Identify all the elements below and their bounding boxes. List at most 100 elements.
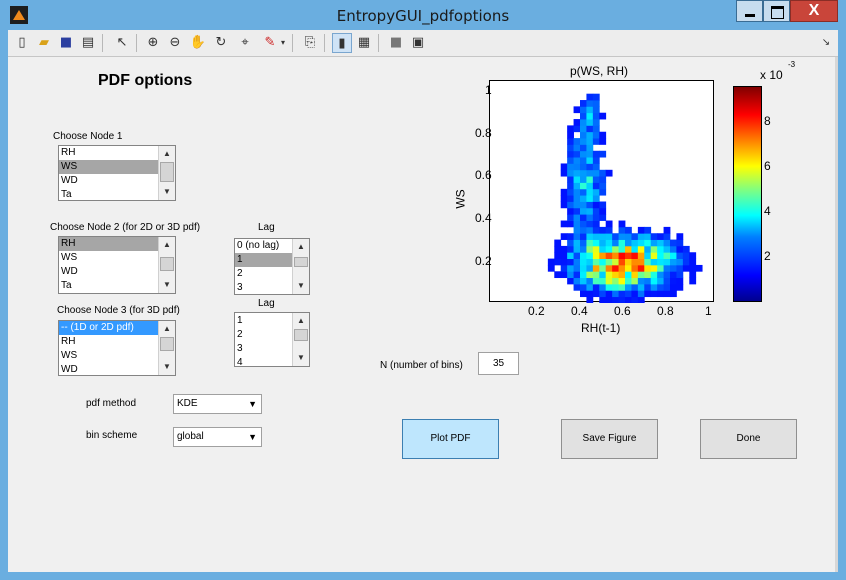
list-item[interactable]: RH: [61, 147, 76, 158]
list-item[interactable]: WD: [61, 266, 78, 277]
pan-icon[interactable]: ✋: [189, 35, 207, 50]
list-item[interactable]: WD: [61, 364, 78, 375]
brush-icon[interactable]: ✎: [264, 35, 276, 50]
scroll-up-icon[interactable]: ▲: [163, 149, 171, 158]
list-item[interactable]: WS: [61, 252, 78, 263]
scrollbar[interactable]: ▲ ▼: [158, 321, 175, 375]
heatmap-cell: [663, 290, 671, 298]
list-item[interactable]: 2: [237, 268, 243, 279]
maximize-button[interactable]: [763, 0, 790, 22]
hide-plot-tools-icon[interactable]: ■: [389, 35, 403, 50]
heatmap-cell: [631, 277, 639, 285]
zoom-out-icon[interactable]: ⊖: [169, 35, 181, 50]
rotate-3d-icon[interactable]: ↻: [215, 35, 227, 50]
list-item[interactable]: WD: [61, 175, 78, 186]
list-item[interactable]: RH: [59, 237, 175, 251]
nbins-label: N (number of bins): [380, 360, 463, 371]
x-tick-label: 0.4: [571, 304, 588, 318]
zoom-in-icon[interactable]: ⊕: [147, 35, 159, 50]
scroll-down-icon[interactable]: ▼: [163, 362, 171, 371]
list-item[interactable]: 2: [237, 329, 243, 340]
list-item[interactable]: 3: [237, 282, 243, 293]
dock-icon[interactable]: ↘: [821, 37, 831, 48]
scroll-down-icon[interactable]: ▼: [163, 280, 171, 289]
close-button[interactable]: X: [790, 0, 838, 22]
scroll-thumb[interactable]: [294, 257, 308, 267]
list-item[interactable]: 0 (no lag): [237, 240, 280, 251]
scroll-thumb[interactable]: [294, 329, 308, 341]
lag1-listbox[interactable]: 0 (no lag) 1 2 3 ▲ ▼: [234, 238, 310, 295]
new-figure-icon[interactable]: ▯: [18, 35, 26, 50]
save-icon[interactable]: ■: [59, 35, 73, 50]
scroll-thumb[interactable]: [160, 337, 174, 351]
list-item[interactable]: 1: [237, 315, 243, 326]
list-item[interactable]: -- (1D or 2D pdf): [59, 321, 175, 335]
heatmap-cell: [573, 277, 581, 285]
heatmap-cell: [637, 290, 645, 298]
done-button[interactable]: Done: [700, 419, 797, 459]
scrollbar[interactable]: ▲ ▼: [158, 146, 175, 200]
heatmap-cell: [573, 271, 581, 279]
scroll-up-icon[interactable]: ▲: [297, 316, 305, 325]
link-plot-icon[interactable]: ⎘: [304, 35, 316, 50]
minimize-button[interactable]: [736, 0, 763, 22]
heatmap-cell: [599, 138, 607, 145]
scroll-up-icon[interactable]: ▲: [163, 240, 171, 249]
list-item[interactable]: Ta: [61, 280, 72, 291]
heatmap-cell: [599, 271, 607, 279]
list-item[interactable]: WS: [59, 160, 175, 174]
heatmap-cell: [573, 125, 581, 133]
heatmap-cell: [625, 290, 632, 298]
colorbar-icon[interactable]: ▮: [332, 33, 352, 53]
heatmap-plot[interactable]: [489, 80, 714, 303]
heatmap-cell: [605, 290, 613, 298]
heatmap-cell: [592, 201, 600, 209]
scroll-down-icon[interactable]: ▼: [297, 281, 305, 290]
list-item[interactable]: WS: [61, 350, 78, 361]
scroll-thumb[interactable]: [160, 257, 174, 271]
heatmap-cell: [670, 290, 677, 298]
chevron-down-icon[interactable]: ▾: [280, 38, 285, 47]
list-item[interactable]: 4: [237, 357, 243, 367]
scrollbar[interactable]: ▲ ▼: [158, 237, 175, 293]
heatmap-cell: [580, 220, 587, 228]
heatmap-cell: [573, 163, 581, 171]
title-bar[interactable]: EntropyGUI_pdfoptions X: [0, 0, 846, 30]
pdf-method-select[interactable]: KDE ▼: [173, 394, 262, 414]
heatmap-cell: [592, 207, 600, 215]
heatmap-cell: [573, 106, 581, 114]
data-cursor-icon[interactable]: ⌖: [241, 35, 249, 50]
node3-listbox[interactable]: -- (1D or 2D pdf) RH WS WD ▲ ▼: [58, 320, 176, 376]
list-item[interactable]: Ta: [61, 189, 72, 200]
heatmap-cell: [586, 290, 594, 298]
heatmap-cell: [592, 283, 600, 291]
open-file-icon[interactable]: ▰: [39, 35, 49, 50]
scrollbar[interactable]: ▲ ▼: [292, 313, 309, 366]
list-item[interactable]: 1: [235, 253, 309, 267]
list-item[interactable]: 3: [237, 343, 243, 354]
scroll-up-icon[interactable]: ▲: [297, 242, 305, 251]
bin-scheme-select[interactable]: global ▼: [173, 427, 262, 447]
print-icon[interactable]: ▤: [81, 35, 95, 50]
scroll-down-icon[interactable]: ▼: [297, 353, 305, 362]
client-area: ▯ ▰ ■ ▤ ↖ ⊕ ⊖ ✋ ↻ ⌖ ✎ ▾ ⎘ ▮ ▦ ■ ▣ ↘ PDF …: [8, 30, 838, 572]
scrollbar[interactable]: ▲ ▼: [292, 239, 309, 294]
legend-icon[interactable]: ▦: [357, 35, 371, 50]
heatmap-cell: [560, 264, 568, 272]
scroll-up-icon[interactable]: ▲: [163, 324, 171, 333]
plot-pdf-button[interactable]: Plot PDF: [402, 419, 499, 459]
scroll-thumb[interactable]: [160, 162, 174, 182]
scroll-down-icon[interactable]: ▼: [163, 187, 171, 196]
show-plot-tools-icon[interactable]: ▣: [411, 35, 425, 50]
heatmap-cell: [580, 201, 587, 209]
save-figure-button[interactable]: Save Figure: [561, 419, 658, 459]
list-item[interactable]: RH: [61, 336, 76, 347]
node1-listbox[interactable]: RH WS WD Ta ▲ ▼: [58, 145, 176, 201]
heatmap-cell: [657, 277, 664, 285]
pointer-icon[interactable]: ↖: [116, 35, 128, 50]
heatmap-cell: [599, 169, 607, 177]
node2-listbox[interactable]: RH WS WD Ta ▲ ▼: [58, 236, 176, 294]
lag2-listbox[interactable]: 1 2 3 4 ▲ ▼: [234, 312, 310, 367]
nbins-input[interactable]: 35: [478, 352, 519, 375]
heatmap-cell: [586, 245, 594, 253]
